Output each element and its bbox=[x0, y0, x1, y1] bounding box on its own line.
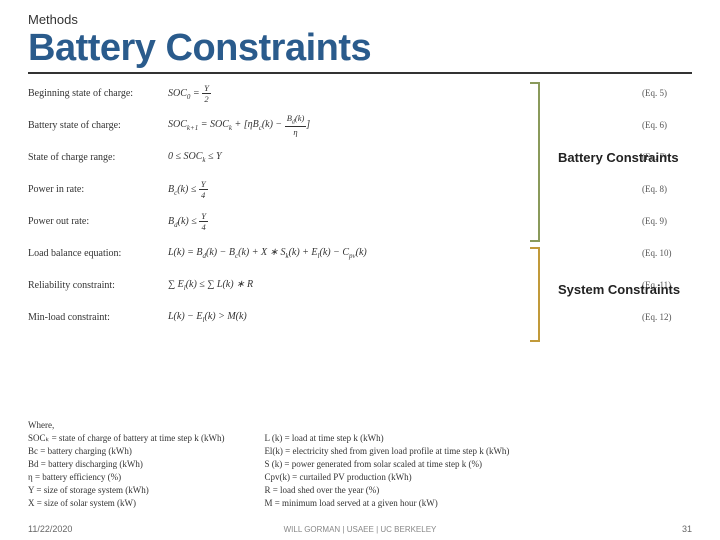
equation-label: Reliability constraint: bbox=[28, 280, 168, 291]
equation-label: Min-load constraint: bbox=[28, 312, 168, 323]
where-line: M = minimum load served at a given hour … bbox=[264, 497, 509, 510]
page-title: Battery Constraints bbox=[28, 27, 692, 74]
equation-formula: Bc(k) ≤ Y4 bbox=[168, 179, 642, 200]
equation-row: Beginning state of charge:SOC0 = Y2(Eq. … bbox=[28, 82, 692, 104]
system-bracket-label: System Constraints bbox=[558, 282, 680, 297]
where-line: Bc = battery charging (kWh) bbox=[28, 445, 224, 458]
where-block: Where, SOCₖ = state of charge of battery… bbox=[28, 419, 692, 510]
where-heading: Where, bbox=[28, 419, 224, 432]
where-col-2: L (k) = load at time step k (kWh)El(k) =… bbox=[264, 419, 509, 510]
equation-label: Battery state of charge: bbox=[28, 120, 168, 131]
equation-row: Power out rate:Bd(k) ≤ Y4(Eq. 9) bbox=[28, 210, 692, 232]
where-line: L (k) = load at time step k (kWh) bbox=[264, 432, 509, 445]
where-line: η = battery efficiency (%) bbox=[28, 471, 224, 484]
equation-formula: L(k) = Bd(k) − Bc(k) + X ∗ Sk(k) + El(k)… bbox=[168, 247, 642, 260]
where-line: R = load shed over the year (%) bbox=[264, 484, 509, 497]
equation-row: Min-load constraint:L(k) − El(k) > M(k)(… bbox=[28, 306, 692, 328]
where-line: Y = size of storage system (kWh) bbox=[28, 484, 224, 497]
equations-area: Beginning state of charge:SOC0 = Y2(Eq. … bbox=[28, 82, 692, 362]
where-line: SOCₖ = state of charge of battery at tim… bbox=[28, 432, 224, 445]
where-line: X = size of solar system (kW) bbox=[28, 497, 224, 510]
where-line: S (k) = power generated from solar scale… bbox=[264, 458, 509, 471]
equation-formula: SOCk+1 = SOCk + [ηBc(k) − Bd(k)η] bbox=[168, 113, 642, 137]
footer-center: WILL GORMAN | USAEE | UC BERKELEY bbox=[284, 525, 437, 534]
footer-date: 11/22/2020 bbox=[28, 524, 72, 534]
equation-row: Battery state of charge:SOCk+1 = SOCk + … bbox=[28, 114, 692, 136]
equation-label: Beginning state of charge: bbox=[28, 88, 168, 99]
equation-label: Load balance equation: bbox=[28, 248, 168, 259]
battery-bracket-label: Battery Constraints bbox=[558, 150, 679, 165]
equation-formula: L(k) − El(k) > M(k) bbox=[168, 311, 642, 324]
equation-label: Power in rate: bbox=[28, 184, 168, 195]
where-line: Bd = battery discharging (kWh) bbox=[28, 458, 224, 471]
battery-bracket bbox=[530, 82, 540, 242]
system-bracket bbox=[530, 247, 540, 342]
footer: 11/22/2020 WILL GORMAN | USAEE | UC BERK… bbox=[0, 524, 720, 534]
equation-number: (Eq. 8) bbox=[642, 184, 692, 194]
where-col-1: Where, SOCₖ = state of charge of battery… bbox=[28, 419, 224, 510]
equation-formula: Bd(k) ≤ Y4 bbox=[168, 211, 642, 232]
equation-number: (Eq. 5) bbox=[642, 88, 692, 98]
where-line: Cpv(k) = curtailed PV production (kWh) bbox=[264, 471, 509, 484]
equation-number: (Eq. 6) bbox=[642, 120, 692, 130]
equation-label: Power out rate: bbox=[28, 216, 168, 227]
slide: Methods Battery Constraints Beginning st… bbox=[0, 0, 720, 540]
footer-page: 31 bbox=[682, 524, 692, 534]
overline-text: Methods bbox=[28, 12, 692, 27]
equation-number: (Eq. 12) bbox=[642, 312, 692, 322]
equation-number: (Eq. 9) bbox=[642, 216, 692, 226]
equation-label: State of charge range: bbox=[28, 152, 168, 163]
equation-formula: SOC0 = Y2 bbox=[168, 83, 642, 104]
equation-row: Load balance equation:L(k) = Bd(k) − Bc(… bbox=[28, 242, 692, 264]
equation-row: Power in rate:Bc(k) ≤ Y4(Eq. 8) bbox=[28, 178, 692, 200]
where-line: El(k) = electricity shed from given load… bbox=[264, 445, 509, 458]
equation-number: (Eq. 10) bbox=[642, 248, 692, 258]
